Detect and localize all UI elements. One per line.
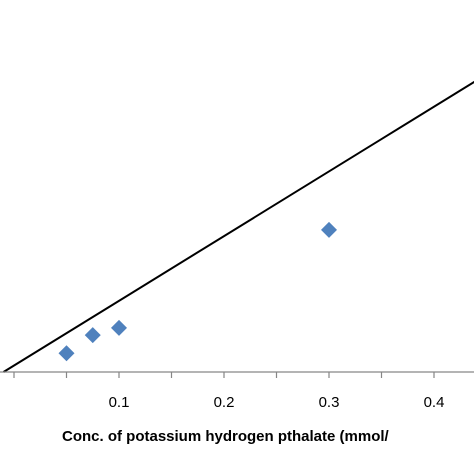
data-point [84, 327, 101, 344]
data-point [111, 319, 127, 336]
trendline-layer [2, 80, 474, 373]
x-tick-labels: 0.1 0.2 0.3 0.4 [109, 394, 445, 411]
x-axis [0, 371, 474, 378]
data-points [58, 221, 337, 362]
x-tick-label: 0.4 [424, 394, 445, 411]
x-axis-title: Conc. of potassium hydrogen pthalate (mm… [62, 428, 390, 445]
data-point [321, 221, 337, 238]
trendline [2, 80, 474, 373]
x-tick-label: 0.3 [319, 394, 340, 411]
x-tick-label: 0.2 [214, 394, 235, 411]
data-point [58, 345, 75, 362]
x-tick-label: 0.1 [109, 394, 130, 411]
